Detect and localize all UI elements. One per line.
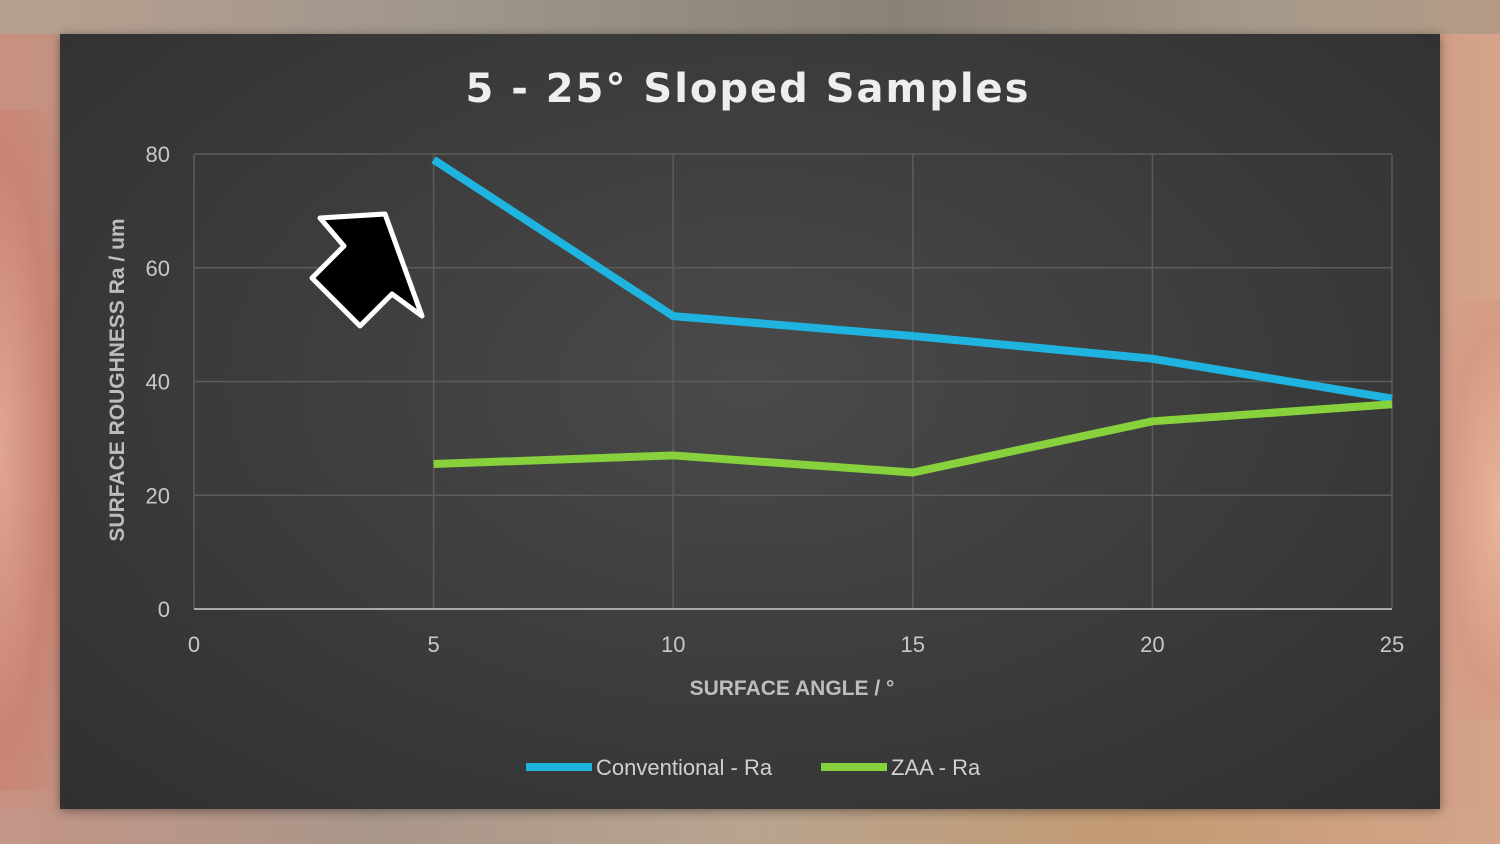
y-axis-label: SURFACE ROUGHNESS Ra / um bbox=[106, 218, 129, 541]
chart-title: 5 - 25° Sloped Samples bbox=[466, 66, 1031, 112]
series-lines bbox=[431, 156, 1393, 477]
x-tick-label: 5 bbox=[427, 632, 439, 657]
x-tick-label: 20 bbox=[1140, 632, 1164, 657]
grid bbox=[193, 153, 1393, 610]
y-tick-label: 40 bbox=[146, 370, 170, 395]
y-tick-label: 60 bbox=[146, 256, 170, 281]
x-tick-label: 15 bbox=[901, 632, 925, 657]
series-line-2 bbox=[433, 400, 1393, 477]
background-bottom bbox=[0, 809, 1500, 844]
arrow-icon bbox=[309, 211, 425, 329]
y-tick-label: 20 bbox=[146, 483, 170, 508]
y-tick-labels: 0 20 40 60 80 bbox=[146, 142, 170, 622]
x-tick-labels: 0 5 10 15 20 25 bbox=[188, 632, 1404, 657]
x-tick-label: 10 bbox=[661, 632, 685, 657]
y-tick-label: 80 bbox=[146, 142, 170, 167]
legend-label: Conventional - Ra bbox=[596, 755, 773, 780]
y-tick-label: 0 bbox=[158, 597, 170, 622]
x-tick-label: 0 bbox=[188, 632, 200, 657]
background-top bbox=[0, 0, 1500, 34]
x-tick-label: 25 bbox=[1380, 632, 1404, 657]
finger-right bbox=[1440, 300, 1500, 720]
arrow-annotation bbox=[309, 211, 425, 329]
line-chart: 5 - 25° Sloped Samples 0 5 10 15 20 25 0 20 40 6… bbox=[106, 66, 1404, 780]
legend: Conventional - Ra ZAA - Ra bbox=[526, 755, 981, 780]
finger-left bbox=[0, 110, 60, 790]
x-axis-label: SURFACE ANGLE / ° bbox=[690, 677, 895, 700]
chart-card: 5 - 25° Sloped Samples 0 5 10 15 20 25 0 20 40 6… bbox=[60, 34, 1440, 809]
legend-label: ZAA - Ra bbox=[891, 755, 981, 780]
series-line-1 bbox=[431, 156, 1393, 403]
